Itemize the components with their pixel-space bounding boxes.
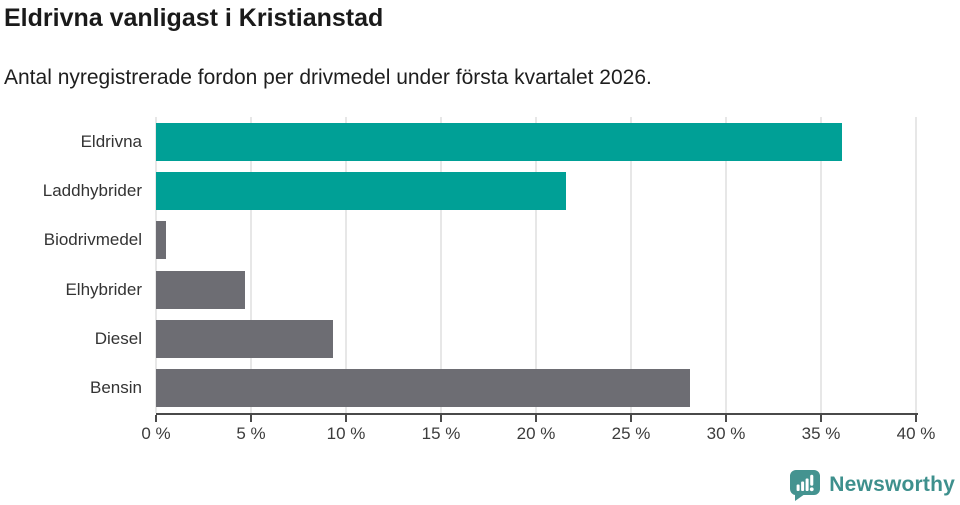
x-axis-tick (535, 415, 537, 422)
category-label: Laddhybrider (42, 180, 142, 200)
bar-diesel (156, 319, 333, 358)
bar-eldrivna (156, 122, 842, 161)
bar-chart: Eldrivna Laddhybrider Biodrivmedel Elhybrid… (0, 117, 960, 443)
bar-row: Laddhybrider (0, 166, 960, 215)
x-axis-tick-label: 15 % (421, 424, 461, 443)
chart-title: Eldrivna vanligast i Kristianstad (4, 4, 384, 32)
gridline (630, 117, 632, 413)
x-axis-tick-label: 25 % (611, 424, 651, 443)
gridlines (0, 117, 960, 413)
newsworthy-logo-icon (790, 470, 821, 501)
x-axis-tick (630, 415, 632, 422)
gridline (915, 117, 917, 413)
x-axis-tick-label: 5 % (236, 424, 266, 443)
category-label: Diesel (94, 328, 142, 348)
x-axis-tick (250, 415, 252, 422)
x-axis-tick (725, 415, 727, 422)
x-axis-tick (155, 415, 157, 422)
x-axis-tick-label: 10 % (326, 424, 366, 443)
x-axis-tick-label: 35 % (801, 424, 841, 443)
x-axis-tick-label: 40 % (896, 424, 936, 443)
category-label: Biodrivmedel (43, 230, 142, 250)
gridline (820, 117, 822, 413)
bar-row: Bensin (0, 364, 960, 413)
bar-row: Diesel (0, 314, 960, 363)
newsworthy-wordmark: Newsworthy (829, 473, 955, 496)
gridline (345, 117, 347, 413)
bar-row: Eldrivna (0, 117, 960, 166)
x-axis-line (156, 413, 918, 415)
gridline (155, 117, 157, 413)
category-label: Eldrivna (80, 131, 142, 151)
x-axis-tick (345, 415, 347, 422)
x-axis-tick (820, 415, 822, 422)
bar-rows: Eldrivna Laddhybrider Biodrivmedel Elhybrid… (0, 117, 960, 413)
bar-elhybrider (156, 270, 246, 309)
category-label: Elhybrider (65, 279, 142, 299)
bar-bensin (156, 369, 690, 408)
bar-row: Biodrivmedel (0, 216, 960, 265)
newsworthy-logo: Newsworthy (788, 469, 955, 501)
x-axis-tick-label: 30 % (706, 424, 746, 443)
gridline (250, 117, 252, 413)
bar-row: Elhybrider (0, 265, 960, 314)
bar-laddhybrider (156, 171, 567, 210)
x-axis-tick-label: 0 % (141, 424, 171, 443)
gridline (440, 117, 442, 413)
x-axis-tick (440, 415, 442, 422)
gridline (725, 117, 727, 413)
chart-subtitle: Antal nyregistrerade fordon per drivmede… (4, 66, 652, 89)
gridline (535, 117, 537, 413)
category-label: Bensin (90, 378, 142, 398)
x-axis-tick (915, 415, 917, 422)
bar-biodrivmedel (156, 221, 166, 260)
x-axis-tick-label: 20 % (516, 424, 556, 443)
